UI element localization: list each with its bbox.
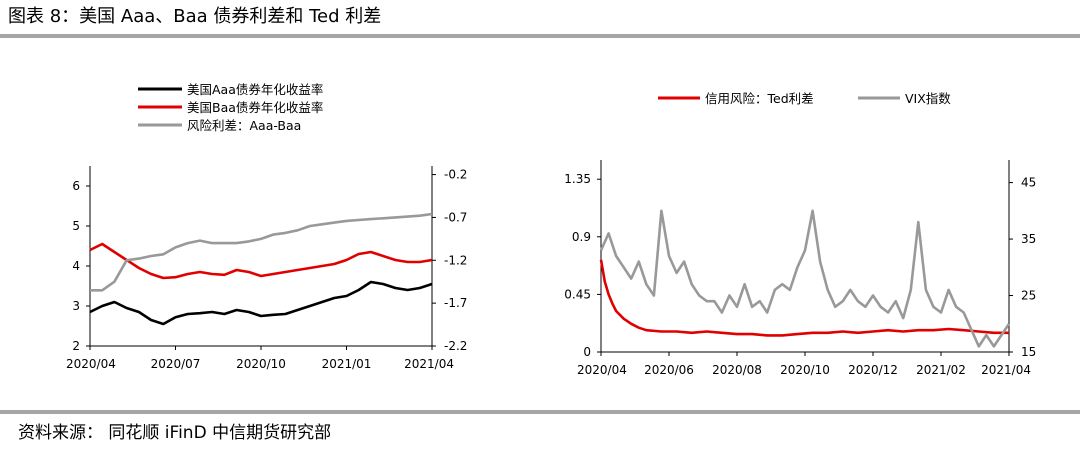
left-tick-label: 2 [72, 339, 80, 353]
x-tick-label: 2020/04 [66, 357, 116, 371]
source-note: 资料来源： 同花顺 iFinD 中信期货研究部 [18, 421, 331, 445]
chart-2-legend: 信用风险：Ted利差 VIX指数 [658, 91, 951, 106]
right-tick-label: -2.2 [444, 339, 467, 353]
x-tick-label: 2021/01 [322, 357, 372, 371]
chart-ted-vix: 信用风险：Ted利差 VIX指数 0 0.45 0.9 1.35 15 25 35 45 2020… [564, 91, 1036, 377]
bottom-divider [0, 410, 1080, 414]
left-tick-label: 5 [72, 219, 80, 233]
left-tick-label: 1.35 [564, 172, 591, 186]
left-tick-label: 0 [583, 345, 591, 359]
legend-label: 风险利差：Aaa-Baa [187, 118, 301, 133]
left-tick-label: 0.9 [572, 230, 591, 244]
x-tick-label: 2020/04 [577, 363, 627, 377]
x-tick-label: 2020/06 [644, 363, 694, 377]
left-tick-label: 6 [72, 179, 80, 193]
x-tick-label: 2020/12 [848, 363, 898, 377]
chart-bond-yields: 美国Aaa债券年化收益率美国Baa债券年化收益率风险利差：Aaa-Baa 2 3 4… [66, 82, 467, 371]
series-line-2 [90, 244, 432, 278]
right-tick-label: 25 [1021, 289, 1036, 303]
right-tick-label: -1.2 [444, 253, 467, 267]
series-line-1 [601, 260, 1009, 336]
right-tick-label: 15 [1021, 345, 1036, 359]
series-line-1 [90, 282, 432, 324]
legend-label: 美国Baa债券年化收益率 [187, 100, 323, 115]
right-tick-label: -0.7 [444, 210, 467, 224]
legend-label: 美国Aaa债券年化收益率 [187, 82, 323, 97]
left-tick-label: 0.45 [564, 287, 591, 301]
right-tick-label: 35 [1021, 232, 1036, 246]
x-tick-label: 2021/04 [404, 357, 454, 371]
right-tick-label: 45 [1021, 176, 1036, 190]
left-tick-label: 3 [72, 299, 80, 313]
series-line-3 [90, 214, 432, 290]
x-tick-label: 2020/10 [236, 357, 286, 371]
x-tick-label: 2020/07 [151, 357, 201, 371]
left-tick-label: 4 [72, 259, 80, 273]
x-tick-label: 2020/10 [780, 363, 830, 377]
right-tick-label: -0.2 [444, 168, 467, 182]
legend-label: 信用风险：Ted利差 [705, 91, 814, 106]
x-tick-label: 2020/08 [712, 363, 762, 377]
x-tick-label: 2021/04 [981, 363, 1031, 377]
series-line-2 [601, 211, 1009, 347]
right-tick-label: -1.7 [444, 296, 467, 310]
x-tick-label: 2021/02 [916, 363, 966, 377]
chart-1-legend: 美国Aaa债券年化收益率美国Baa债券年化收益率风险利差：Aaa-Baa [138, 82, 323, 133]
legend-label: VIX指数 [905, 91, 951, 106]
